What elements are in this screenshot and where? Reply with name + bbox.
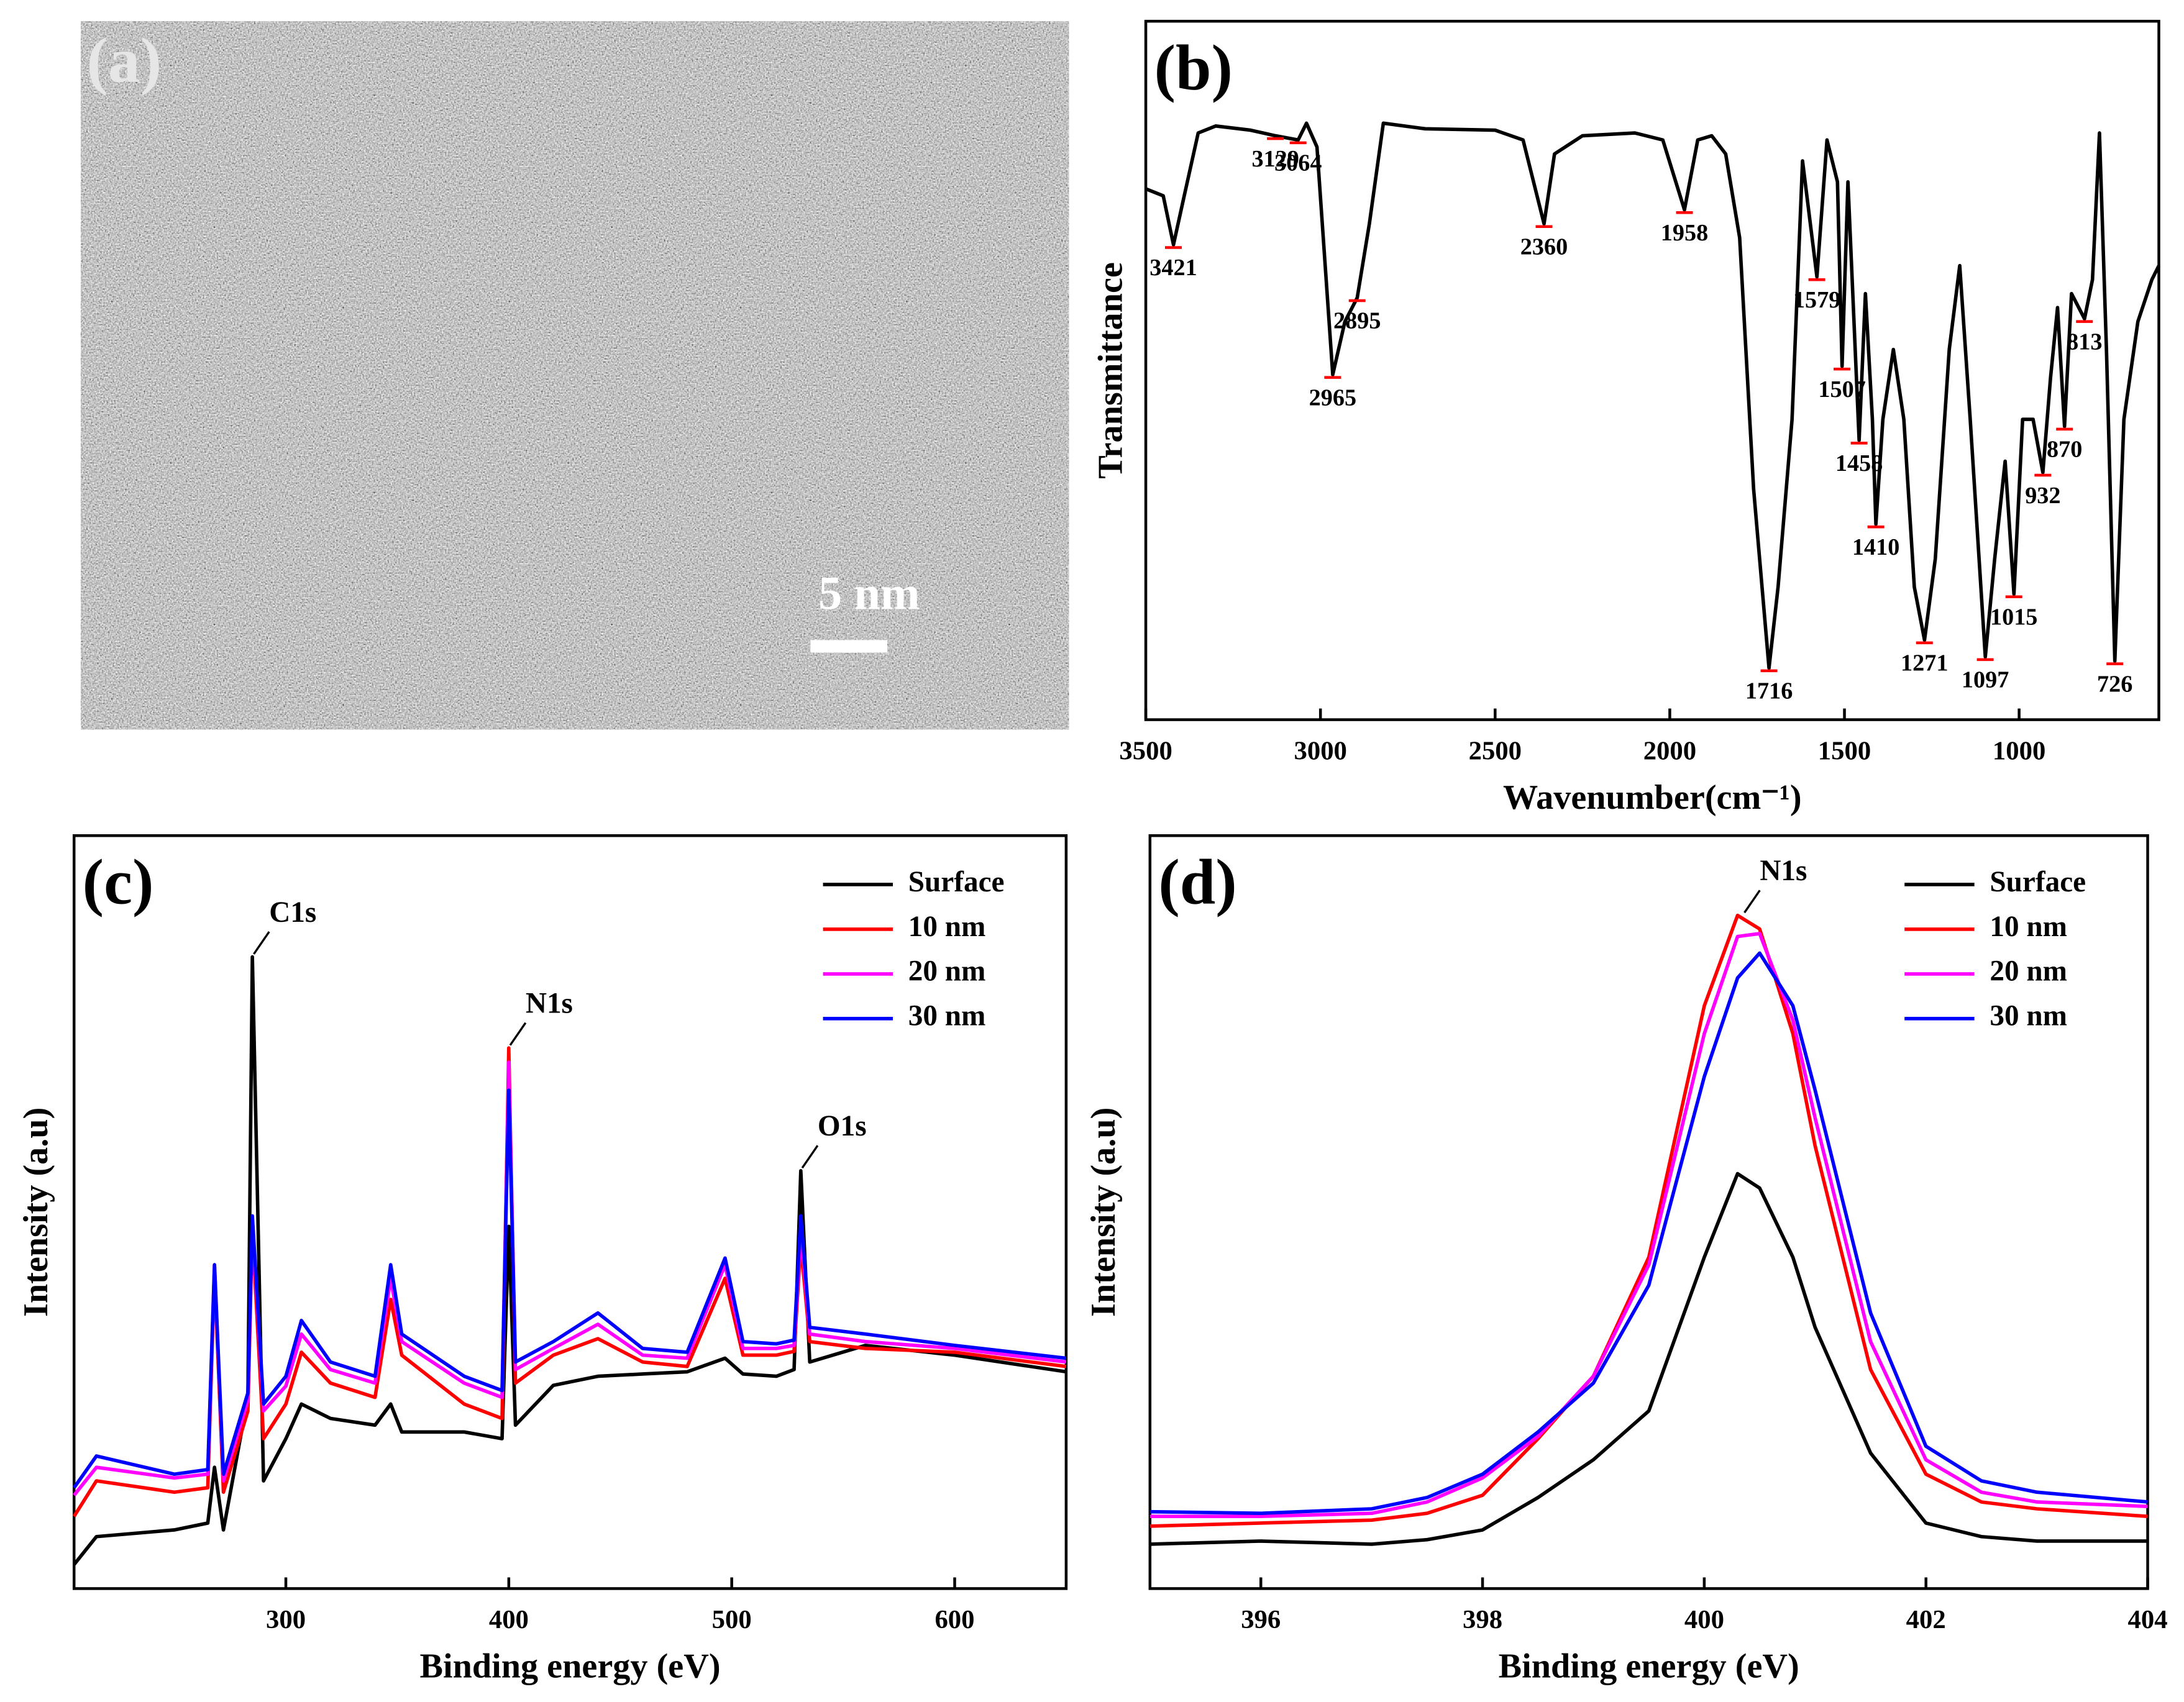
x-axis-label: Binding energy (eV) [419,1647,720,1686]
plot-frame [1148,834,2149,1590]
tem-panel: (a) 5 nm [81,21,1069,730]
peak-label: 3064 [1274,150,1322,176]
x-tick-label: 2000 [1643,736,1696,765]
y-axis-label: Intensity (a.u) [1084,1108,1123,1317]
x-tick-label: 396 [1241,1605,1281,1634]
panel-label: (c) [83,847,154,917]
x-tick-label: 1000 [1993,736,2045,765]
peak-label: 870 [2047,437,2082,463]
peak-label: 2965 [1309,385,1356,411]
x-axis-label: Wavenumber(cm⁻¹) [1503,778,1802,817]
peak-label: 1507 [1818,376,1865,403]
scale-bar-label: 5 nm [818,567,920,619]
peak-label: 1958 [1661,220,1708,246]
legend-label: 30 nm [1990,1000,2067,1032]
x-tick-label: 300 [266,1605,306,1634]
series-line [72,1088,1067,1489]
legend-label: 10 nm [908,911,986,943]
peak-label: 3421 [1149,255,1197,281]
series-line [1145,121,2161,670]
chart-panel: 396 398 400 402 404 Binding energy (eV) Intens… [1084,834,2168,1686]
legend-label: 30 nm [908,1000,986,1032]
x-tick-label: 3000 [1294,736,1346,765]
x-tick-label: 600 [934,1605,974,1634]
annotation-leader [1743,890,1761,914]
plot-frame [1144,19,2160,721]
annotation-leader [801,1145,819,1169]
chart-panel: 3500 3000 2500 2000 1500 1000 Wavenumber(cm⁻¹)… [1091,19,2161,817]
legend-label: 20 nm [908,955,986,988]
legend-label: Surface [908,866,1005,898]
annotation: N1s [1760,855,1807,887]
tem-texture [81,21,1069,730]
series-line [1149,1172,2148,1546]
peak-label: 3129 [1251,146,1299,172]
series-line [1149,951,2148,1516]
peak-label: 1716 [1745,678,1793,704]
peak-label: 1271 [1901,650,1948,676]
peak-label: 1579 [1793,287,1840,313]
scale-bar [810,640,888,653]
x-tick-label: 3500 [1119,736,1172,765]
x-tick-label: 402 [1906,1605,1946,1634]
x-tick-label: 500 [712,1605,752,1634]
legend-label: Surface [1990,866,2086,898]
legend-label: 10 nm [1990,911,2067,943]
y-axis-label: Transmittance [1091,262,1130,479]
annotation-leader [509,1022,527,1046]
peak-label: 932 [2025,483,2060,509]
series-line [1149,913,2148,1528]
panel-label: (d) [1158,847,1236,917]
x-tick-label: 400 [1684,1605,1724,1634]
chart-panel: 300 400 500 600 Binding energy (eV) Intensity… [17,834,1068,1686]
series-line [72,1060,1067,1496]
y-axis-label: Intensity (a.u) [17,1108,55,1317]
peak-label: 726 [2097,671,2132,697]
annotation-leader [253,931,270,955]
panel-label: (a) [86,25,162,96]
peak-label: 2360 [1520,234,1568,260]
annotation: N1s [526,987,573,1019]
series-line [72,955,1067,1566]
peak-label: 1458 [1835,450,1883,476]
panel-label: (b) [1154,32,1233,103]
peak-label: 1097 [1962,667,2009,693]
peak-label: 1410 [1852,534,1899,560]
legend-label: 20 nm [1990,955,2067,988]
peak-label: 813 [2067,329,2102,355]
x-tick-label: 2500 [1469,736,1522,765]
x-tick-label: 1500 [1818,736,1871,765]
series-line [1149,932,2148,1518]
x-tick-label: 400 [489,1605,529,1634]
x-tick-label: 404 [2127,1605,2167,1634]
x-axis-label: Binding energy (eV) [1499,1647,1799,1686]
x-tick-label: 398 [1463,1605,1502,1634]
series-line [72,1046,1067,1518]
annotation: O1s [818,1110,867,1142]
annotation: C1s [269,896,316,929]
peak-label: 2895 [1333,308,1381,334]
plot-frame [72,834,1068,1590]
peak-label: 1015 [1990,604,2037,630]
